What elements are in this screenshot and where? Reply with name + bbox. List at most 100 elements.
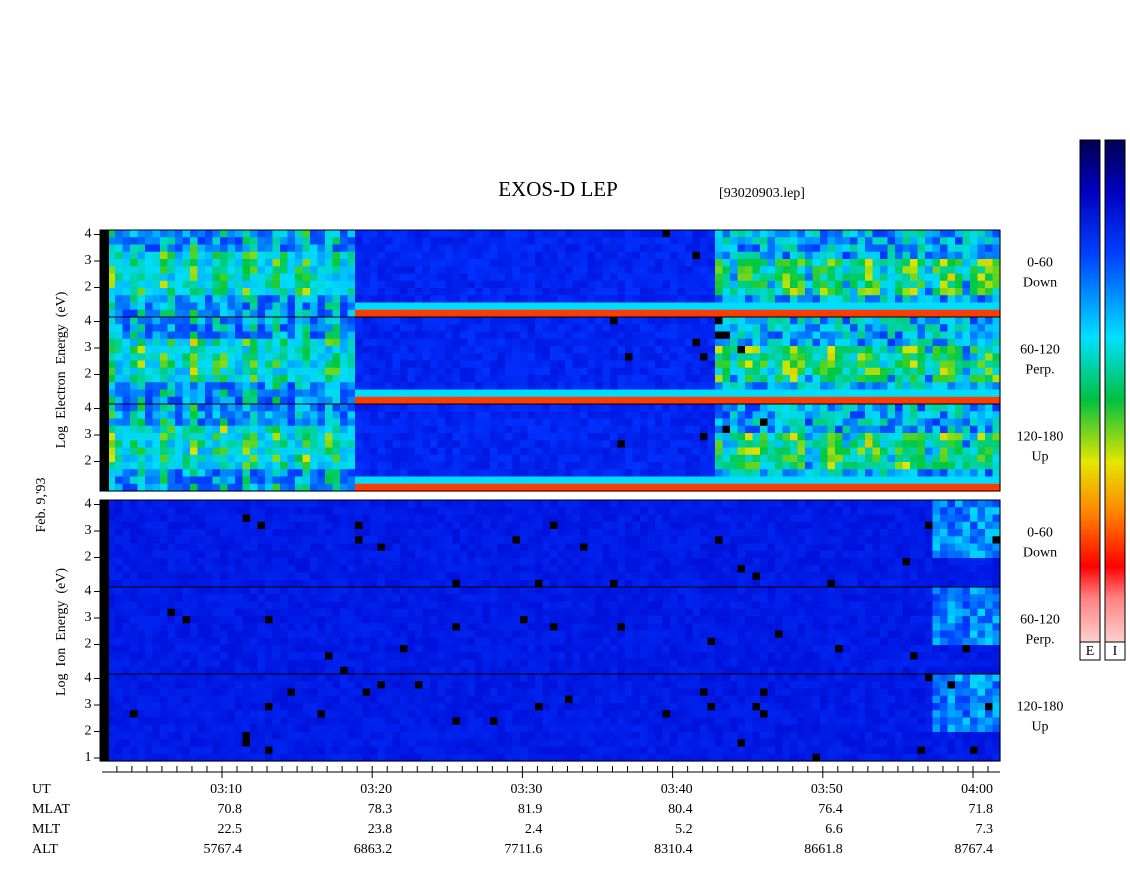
spectrogram-cell — [827, 367, 836, 376]
spectrogram-cell — [212, 529, 221, 537]
spectrogram-cell — [827, 418, 836, 427]
spectrogram-cell — [497, 579, 506, 588]
spectrogram-cell — [490, 543, 499, 552]
spectrogram-cell — [287, 462, 296, 470]
spectrogram-cell — [797, 317, 806, 325]
spectrogram-cell — [355, 425, 364, 434]
spectrogram-cell — [677, 338, 686, 347]
spectrogram-cell — [287, 447, 296, 456]
spectrogram-cell — [302, 360, 311, 369]
spectrogram-cell — [985, 251, 994, 260]
spectrogram-cell — [490, 259, 499, 267]
spectrogram-cell — [812, 324, 821, 333]
spectrogram-cell — [235, 396, 244, 405]
spectrogram-cell — [887, 331, 896, 340]
spectrogram-cell — [295, 572, 304, 581]
spectrogram-cell — [167, 572, 176, 581]
spectrogram-cell — [445, 338, 454, 347]
spectrogram-cell — [295, 550, 304, 559]
spectrogram-cell — [385, 521, 394, 530]
spectrogram-cell — [430, 469, 439, 478]
spectrogram-cell — [565, 230, 574, 238]
spectrogram-cell — [355, 529, 364, 537]
spectrogram-cell — [392, 230, 401, 238]
spectrogram-cell — [955, 382, 964, 391]
spectrogram-cell — [835, 288, 844, 296]
spectrogram-cell — [490, 389, 499, 398]
spectrogram-cell — [520, 309, 529, 318]
spectrogram-cell — [880, 462, 889, 470]
spectrogram-cell — [707, 454, 716, 463]
spectrogram-cell — [917, 454, 926, 463]
spectrogram-cell — [737, 251, 746, 260]
spectrogram-cell — [610, 259, 619, 267]
spectrogram-cell — [677, 476, 686, 485]
spectrogram-cell — [730, 302, 739, 311]
spectrogram-cell — [805, 295, 814, 304]
spectrogram-cell — [407, 454, 416, 463]
spectrogram-cell — [235, 529, 244, 537]
spectrogram-cell — [295, 367, 304, 376]
spectrogram-cell — [227, 396, 236, 405]
spectrogram-cell — [925, 230, 934, 238]
spectrogram-cell — [317, 514, 326, 523]
spectrogram-cell — [220, 367, 229, 376]
spectrogram-cell — [505, 514, 514, 523]
spectrogram-cell — [827, 425, 836, 434]
spectrogram-cell — [617, 237, 626, 246]
spectrogram-cell — [820, 273, 829, 282]
spectrogram-cell — [385, 536, 394, 545]
spectrogram-cell — [992, 367, 1001, 376]
spectrogram-cell — [250, 360, 259, 369]
spectrogram-cell — [317, 521, 326, 530]
spectrogram-cell — [602, 375, 611, 383]
spectrogram-cell — [167, 353, 176, 362]
spectrogram-cell — [902, 317, 911, 325]
spectrogram-cell — [760, 360, 769, 369]
spectrogram-cell — [670, 367, 679, 376]
spectrogram-cell — [812, 295, 821, 304]
spectrogram-cell — [790, 273, 799, 282]
spectrogram-cell — [160, 440, 169, 449]
spectrogram-cell — [265, 411, 274, 420]
spectrogram-cell — [167, 500, 176, 508]
spectrogram-cell — [887, 288, 896, 296]
spectrogram-cell — [647, 440, 656, 449]
spectrogram-cell — [512, 433, 521, 441]
spectrogram-cell — [212, 389, 221, 398]
spectrogram-cell — [377, 425, 386, 434]
spectrogram-cell — [475, 404, 484, 412]
spectrogram-cell — [295, 447, 304, 456]
spectrogram-cell — [497, 543, 506, 552]
spectrogram-cell — [317, 476, 326, 485]
spectrogram-cell — [145, 529, 154, 537]
spectrogram-cell — [580, 331, 589, 340]
spectrogram-cell — [655, 288, 664, 296]
spectrogram-cell — [265, 500, 274, 508]
spectrogram-cell — [392, 244, 401, 253]
spectrogram-cell — [167, 514, 176, 523]
spectrogram-cell — [460, 375, 469, 383]
spectrogram-cell — [452, 280, 461, 289]
spectrogram-cell — [392, 273, 401, 282]
spectrogram-cell — [520, 454, 529, 463]
spectrogram-cell — [827, 266, 836, 275]
spectrogram-cell — [355, 302, 364, 311]
spectrogram-cell — [460, 543, 469, 552]
spectrogram-cell — [752, 230, 761, 238]
spectrogram-cell — [220, 360, 229, 369]
spectrogram-cell — [332, 273, 341, 282]
spectrogram-cell — [152, 447, 161, 456]
spectrogram-cell — [662, 324, 671, 333]
spectrogram-cell — [212, 353, 221, 362]
spectrogram-cell — [287, 251, 296, 260]
spectrogram-cell — [917, 273, 926, 282]
spectrogram-cell — [235, 454, 244, 463]
spectrogram-cell — [670, 273, 679, 282]
spectrogram-cell — [550, 411, 559, 420]
spectrogram-cell — [572, 259, 581, 267]
spectrogram-cell — [902, 411, 911, 420]
spectrogram-cell — [340, 425, 349, 434]
spectrogram-cell — [745, 418, 754, 427]
spectrogram-cell — [257, 536, 266, 545]
